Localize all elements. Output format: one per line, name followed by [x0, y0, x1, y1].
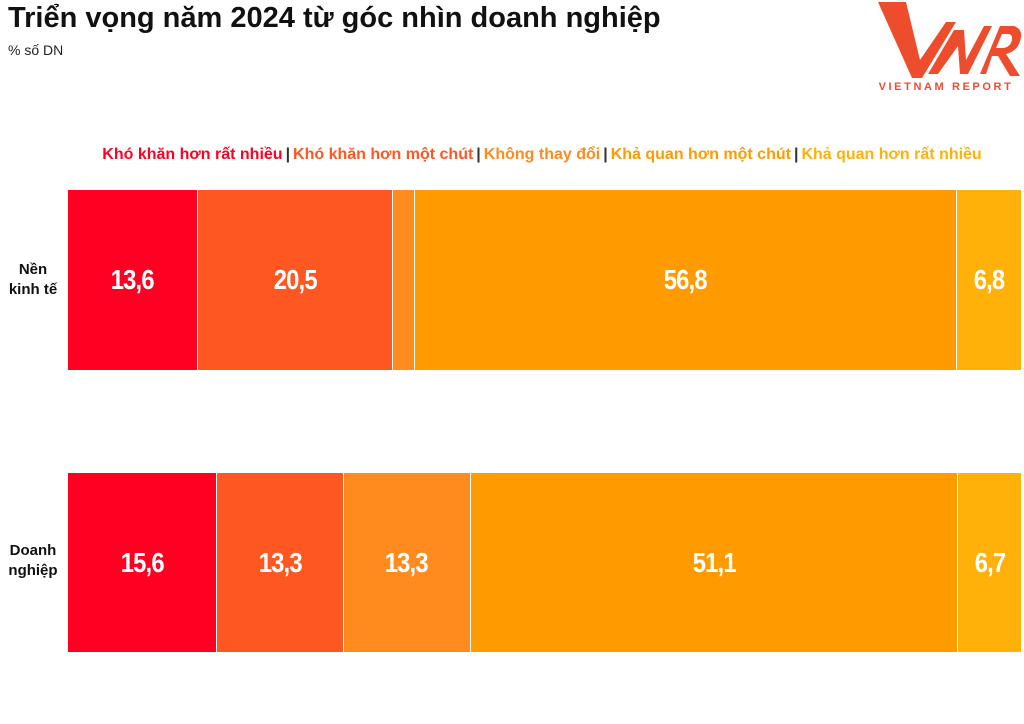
- chart-subtitle: % số DN: [8, 42, 64, 58]
- data-label: 20,5: [273, 264, 318, 295]
- legend-separator: |: [793, 146, 799, 163]
- bar-business: 15,6 13,3 13,3 51,1 6,7: [68, 473, 1022, 652]
- legend-separator: |: [603, 146, 608, 163]
- legend-separator: |: [476, 146, 481, 163]
- bar-segment: 6,8: [957, 190, 1022, 370]
- bar-segment: 20,5: [197, 190, 394, 370]
- bar-segment: [393, 190, 416, 370]
- data-label: 15,6: [120, 546, 164, 578]
- legend: Khó khăn hơn rất nhiều | Khó khăn hơn một …: [60, 146, 1024, 164]
- data-label: 6,7: [974, 546, 1005, 578]
- bar-segment: 13,6: [68, 190, 198, 370]
- bar-segment: 6,7: [958, 473, 1022, 652]
- bar-segment: 51,1: [470, 473, 959, 652]
- legend-item: Khả quan hơn rất nhiều: [801, 146, 982, 163]
- bar-segment: 13,3: [343, 473, 471, 652]
- data-label: 13,6: [110, 264, 155, 295]
- bar-segment: 13,3: [216, 473, 344, 652]
- vietnam-report-logo: VIETNAM REPORT: [878, 2, 1022, 93]
- legend-item: Khó khăn hơn rất nhiều: [102, 146, 283, 163]
- bar-economy: 13,6 20,5 56,8 6,8: [68, 190, 1022, 370]
- legend-item: Không thay đổi: [483, 146, 601, 163]
- legend-separator: |: [285, 146, 291, 163]
- data-label: 51,1: [692, 546, 736, 578]
- data-label: 6,8: [973, 264, 1005, 295]
- data-label: 13,3: [385, 546, 429, 578]
- chart-title: Triển vọng năm 2024 từ góc nhìn doanh ng…: [8, 2, 661, 34]
- bar-segment: 56,8: [415, 190, 958, 370]
- bar-segment: 15,6: [68, 473, 217, 652]
- svg-text:VIETNAM REPORT: VIETNAM REPORT: [879, 81, 1014, 93]
- data-label: 56,8: [664, 264, 708, 295]
- legend-item: Khó khăn hơn một chút: [293, 146, 474, 163]
- legend-item: Khả quan hơn một chút: [610, 146, 791, 163]
- row-label-economy: Nền kinh tế: [8, 261, 58, 298]
- data-label: 13,3: [258, 546, 302, 578]
- row-label-business: Doanh nghiệp: [8, 542, 58, 579]
